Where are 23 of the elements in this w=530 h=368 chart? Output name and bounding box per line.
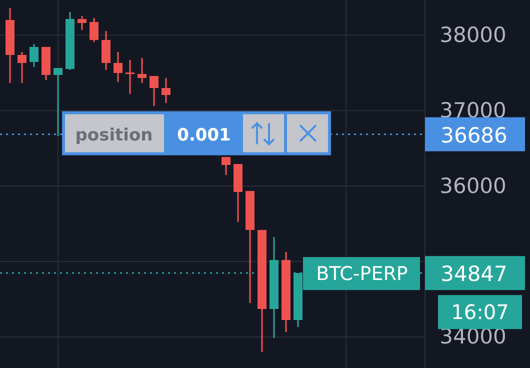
- candlestick: [102, 30, 110, 71]
- candlestick: [30, 43, 38, 68]
- text: 36686: [440, 123, 508, 148]
- ref-line-label: position: [75, 125, 153, 146]
- candlestick: [90, 17, 98, 43]
- y-tick-label: 36000: [440, 174, 506, 198]
- candlestick: [138, 57, 146, 84]
- y-tick-label: 38000: [440, 22, 506, 47]
- y-tick-label: 37000: [440, 98, 506, 122]
- candlestick: [162, 77, 170, 104]
- candlestick: [114, 51, 122, 83]
- candlestick: [222, 156, 230, 176]
- symbol-tag: BTC-PERP: [303, 257, 420, 290]
- candlestick: [54, 67, 62, 137]
- ref-line-label: BTC-PERP: [316, 263, 408, 286]
- annotation: 0.001: [177, 125, 231, 146]
- candlestick: [126, 59, 134, 95]
- text: 34847: [440, 262, 508, 286]
- position-panel: position 0.001: [62, 111, 331, 156]
- candlestick: [78, 15, 86, 31]
- text: 16:07: [451, 300, 509, 324]
- candlestick: [18, 51, 26, 84]
- candlestick: [150, 75, 158, 107]
